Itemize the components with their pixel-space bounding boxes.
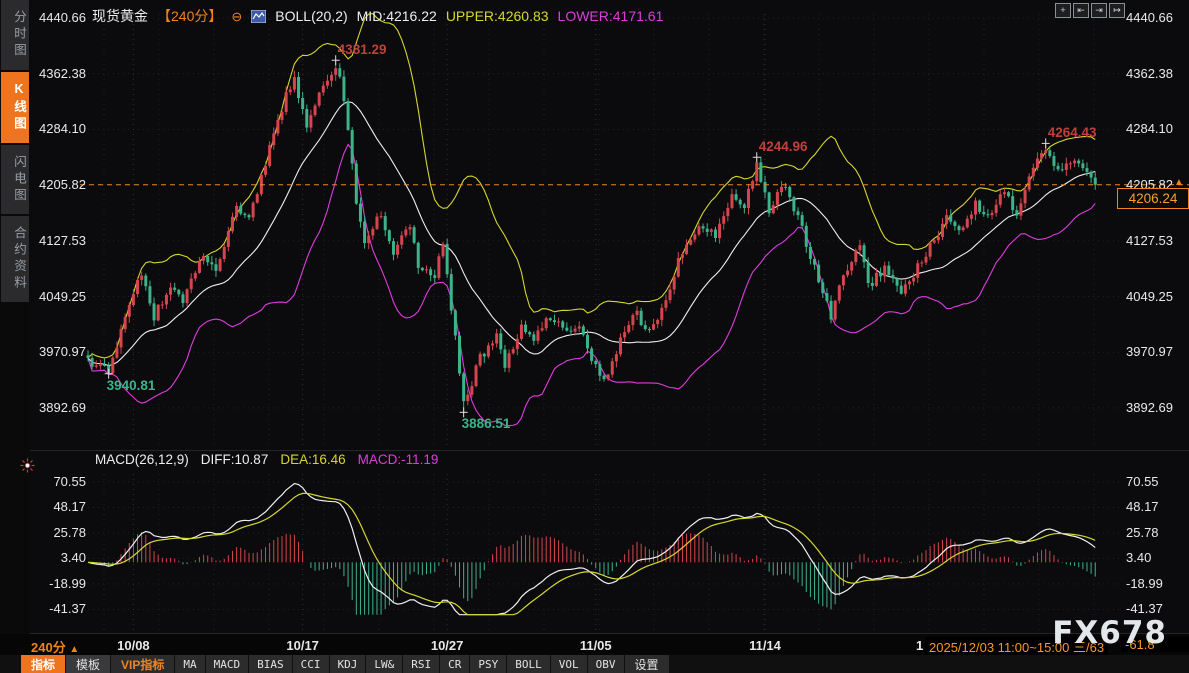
toolbar-item-模板[interactable]: 模板 [66, 655, 111, 673]
price-axis-label: 4440.66 [39, 10, 86, 25]
annotation-low-price: 3940.81 [106, 377, 156, 393]
period-arrow-icon: ▲ [69, 644, 80, 655]
sidebar-tab-K线图[interactable]: K线图 [1, 71, 29, 143]
price-axis-label: 3970.97 [1126, 344, 1173, 360]
macd-axis-label: -41.37 [1126, 601, 1163, 617]
sidebar-tab-分时图[interactable]: 分时图 [1, 0, 29, 70]
macd-axis-label: -18.99 [1126, 575, 1163, 591]
macd-header: MACD(26,12,9) DIFF:10.87 DEA:16.46 MACD:… [95, 452, 438, 467]
annotation-high-price: 4244.96 [758, 139, 808, 155]
macd-axis-label: 70.55 [1126, 473, 1159, 489]
crosshair-icon[interactable]: + [1055, 3, 1071, 18]
macd-pane-icon[interactable] [20, 458, 35, 478]
sidebar-tab-闪电图[interactable]: 闪电图 [1, 144, 29, 214]
fit-right-icon[interactable]: ⇥ [1091, 3, 1107, 18]
price-axis-label: 4049.25 [1126, 288, 1173, 304]
period-selector[interactable]: 240分 ▲ [31, 640, 80, 655]
price-axis-label: 4284.10 [1126, 121, 1173, 137]
toolbar-item-MA[interactable]: MA [175, 655, 205, 673]
macd-diff-value: DIFF:10.87 [200, 452, 269, 467]
boll-lower-value: LOWER:4171.61 [557, 8, 664, 24]
toolbar-item-CR[interactable]: CR [440, 655, 470, 673]
toolbar-item-MACD[interactable]: MACD [205, 655, 249, 673]
boll-upper-value: UPPER:4260.83 [445, 8, 549, 24]
price-axis-label: 4127.53 [1126, 232, 1173, 248]
macd-dea-value: DEA:16.46 [280, 452, 346, 467]
annotation-low-price: 3886.51 [461, 416, 511, 432]
macd-axis-label: 70.55 [53, 473, 86, 489]
date-tick-10/08: 10/08 [117, 638, 150, 653]
price-axis-label: 3892.69 [39, 399, 86, 415]
macd-axis-label: 25.78 [53, 524, 86, 540]
macd-axis-label: 3.40 [1126, 550, 1152, 566]
brand-watermark: FX678 [1052, 615, 1167, 651]
toolbar-item-LW&[interactable]: LW& [366, 655, 403, 673]
change-value-badge: -61.8 [1121, 637, 1189, 652]
chart-type-sidebar: 分时图 K线图 闪电图 合约资料 [0, 0, 30, 673]
macd-axis-label: -18.99 [49, 575, 86, 591]
price-axis-label: 4362.38 [39, 65, 86, 81]
symbol-name: 现货黄金 [92, 8, 148, 24]
date-tick-11/14: 11/14 [749, 638, 781, 653]
toolbar-item-CCI[interactable]: CCI [292, 655, 329, 673]
sidebar-tab-合约资料[interactable]: 合约资料 [1, 216, 29, 302]
macd-axis-label: -41.37 [49, 601, 86, 617]
current-price-tag: 4206.24 [1117, 188, 1189, 209]
price-axis-label: 4205.82 [39, 177, 86, 193]
toolbar-item-RSI[interactable]: RSI [403, 655, 440, 673]
chart-title-bar: 现货黄金 【240分】 ⊖ BOLL(20,2) MID:4216.22 UPP… [92, 6, 663, 26]
date-tick-10/17: 10/17 [286, 638, 319, 653]
date-tick-10/27: 10/27 [430, 638, 464, 653]
toolbar-item-BIAS[interactable]: BIAS [249, 655, 292, 673]
macd-hist-value: MACD:-11.19 [357, 452, 439, 467]
pan-right-icon[interactable]: ↦ [1109, 3, 1125, 18]
boll-params-label: BOLL(20,2) [275, 8, 348, 24]
toolbar-item-PSY[interactable]: PSY [470, 655, 507, 673]
macd-axis-label: 3.40 [60, 550, 86, 566]
toolbar-item-VIP指标[interactable]: VIP指标 [111, 655, 175, 673]
macd-axis-label: 48.17 [53, 499, 86, 515]
price-axis-label: 4127.53 [39, 232, 86, 248]
chart-tool-buttons: + ⇤ ⇥ ↦ [1055, 3, 1125, 18]
price-axis-label: 3892.69 [1126, 399, 1173, 415]
annotation-high-price: 4264.43 [1047, 125, 1097, 141]
period-label[interactable]: 【240分】 [157, 8, 223, 24]
indicator-toolbar: 指标 模板 VIP指标 MA MACD BIAS CCI KDJ LW& RSI CR PSY BOLL… [0, 655, 1189, 673]
macd-axis-label: 48.17 [1126, 499, 1159, 515]
boll-mid-value: MID:4216.22 [356, 8, 437, 24]
time-axis-row: 240分 ▲ 1 2025/12/03 11:00~15:00 三/63 -61… [0, 634, 1189, 656]
toolbar-item-OBV[interactable]: OBV [587, 655, 624, 673]
session-info: 2025/12/03 11:00~15:00 三/63 [925, 637, 1109, 656]
price-line-arrow-icon: ▲ [1174, 177, 1184, 188]
macd-params-label: MACD(26,12,9) [95, 452, 189, 467]
toolbar-item-指标[interactable]: 指标 [21, 655, 66, 673]
boll-chart-icon [251, 9, 267, 23]
toolbar-item-KDJ[interactable]: KDJ [329, 655, 366, 673]
price-axis-label: 4049.25 [39, 288, 86, 304]
price-axis-label: 3970.97 [39, 344, 86, 360]
toolbar-item-BOLL[interactable]: BOLL [507, 655, 550, 673]
toolbar-item-设置[interactable]: 设置 [624, 655, 669, 673]
price-axis-label: 4284.10 [39, 121, 86, 137]
price-axis-label: 4440.66 [1126, 10, 1173, 25]
date-tick-11/05: 11/05 [579, 638, 612, 653]
fit-left-icon[interactable]: ⇤ [1073, 3, 1089, 18]
axis-partial-label: 1 [916, 638, 924, 653]
macd-axis-label: 25.78 [1126, 524, 1159, 540]
annotation-high-price: 4381.29 [337, 42, 387, 58]
collapse-circle-icon[interactable]: ⊖ [231, 8, 243, 24]
toolbar-item-VOL[interactable]: VOL [550, 655, 587, 673]
price-axis-label: 4362.38 [1126, 65, 1173, 81]
